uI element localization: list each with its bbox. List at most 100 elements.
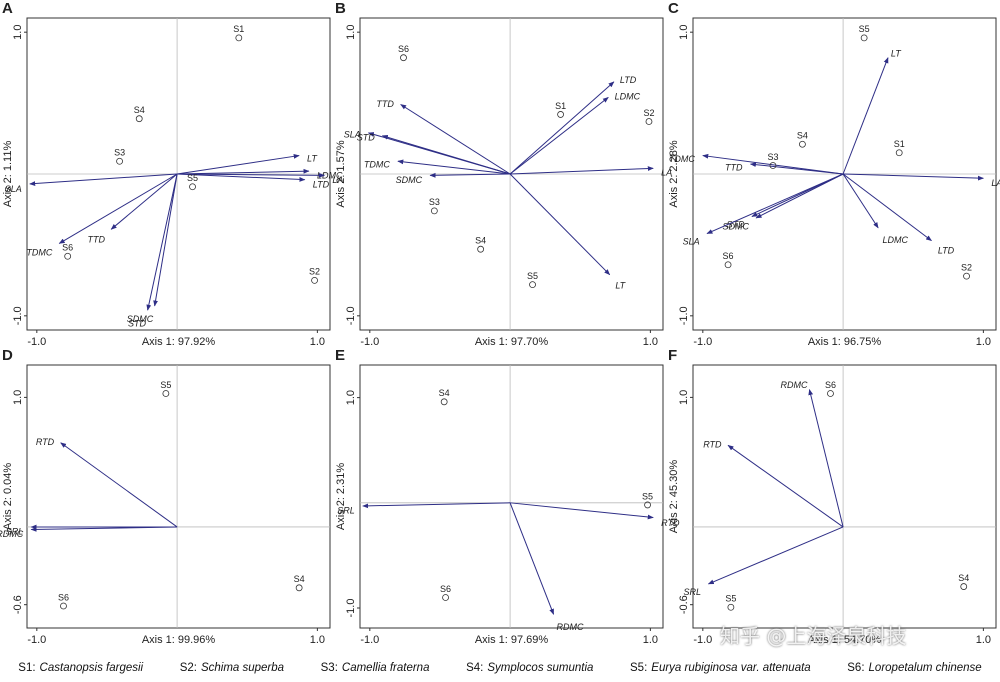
legend-item: S5: Eurya rubiginosa var. attenuata — [630, 662, 811, 674]
site-label: S6 — [58, 592, 69, 602]
vector-label: SRL — [684, 587, 702, 597]
vector-label: RTD — [36, 437, 55, 447]
site-point — [116, 157, 123, 165]
panel-label: C — [668, 0, 679, 17]
vector-label: SRL — [337, 506, 355, 516]
vector-label: LT — [615, 280, 626, 290]
site-label: S4 — [294, 574, 305, 584]
x-axis-label: Axis 1: 97.92% — [142, 336, 216, 348]
site-point — [557, 111, 564, 118]
site-label: S3 — [767, 152, 778, 162]
loading-arrow — [177, 173, 306, 182]
site-label: S6 — [398, 44, 409, 54]
chart: A Axis 1: 97.92% Axis 2: 1.11% -1.0 1.0 1.0 -1… — [0, 0, 1000, 646]
site-point — [799, 140, 806, 148]
site-label: S2 — [961, 262, 972, 272]
x-tick-label: 1.0 — [976, 336, 991, 348]
x-tick-label: -1.0 — [360, 336, 379, 348]
loading-arrow — [755, 173, 844, 219]
x-tick-label: 1.0 — [643, 634, 658, 646]
site-point — [645, 118, 653, 125]
vector-label: TDMC — [364, 160, 390, 170]
x-tick-label: 1.0 — [310, 634, 325, 646]
y-axis-label: Axis 2: 0.04% — [2, 463, 14, 530]
vector-label: SLA — [5, 184, 22, 194]
loading-arrow — [400, 104, 511, 175]
loading-arrow — [177, 168, 310, 175]
vector-label: RDMC — [556, 622, 583, 632]
vector-label: TTD — [88, 234, 106, 244]
legend-item: S6: Loropetalum chinense — [847, 662, 981, 674]
site-point — [60, 602, 67, 610]
loading-arrow — [29, 173, 178, 186]
site-point — [727, 603, 735, 611]
vector-label: LT — [307, 154, 318, 164]
vector-label: SDMC — [722, 221, 749, 231]
vector-label: STD — [128, 318, 147, 328]
x-tick-label: -1.0 — [360, 634, 379, 646]
loading-arrow — [749, 162, 844, 175]
site-label: S1 — [233, 24, 244, 34]
species-name: Loropetalum chinense — [868, 662, 982, 674]
loading-arrow — [509, 97, 609, 175]
loading-arrow — [727, 444, 844, 528]
y-tick-label: 1.0 — [678, 25, 690, 40]
site-label: S4 — [439, 388, 450, 398]
site-label: S1 — [894, 139, 905, 149]
site-label: S3 — [114, 148, 125, 158]
loading-arrow — [509, 81, 615, 175]
site-point — [64, 252, 72, 260]
y-tick-label: 1.0 — [678, 390, 690, 405]
loading-arrow — [842, 173, 932, 242]
site-point — [430, 207, 438, 215]
vector-label: RDMC — [781, 380, 808, 390]
vector-label: LA — [991, 178, 1000, 188]
vector-label: TDMC — [669, 154, 695, 164]
loading-arrow — [110, 173, 178, 230]
x-axis-label: Axis 1: 97.70% — [475, 336, 549, 348]
loading-arrow — [808, 389, 844, 528]
site-label: S4 — [475, 236, 486, 246]
y-tick-label: -1.0 — [345, 306, 357, 325]
x-tick-label: -1.0 — [27, 336, 46, 348]
site-label: S5 — [725, 594, 736, 604]
loading-arrow — [842, 57, 889, 175]
site-point — [960, 583, 968, 590]
site-point — [400, 54, 407, 62]
loading-arrow — [707, 526, 844, 585]
watermark: 知乎 @上海泽泉科技 — [720, 624, 907, 648]
vector-label: TTD — [725, 162, 743, 172]
site-point — [235, 34, 243, 42]
vector-label: LTD — [620, 75, 637, 85]
y-tick-label: -1.0 — [345, 599, 357, 618]
species-code: S1: — [18, 662, 36, 674]
y-tick-label: -0.6 — [678, 595, 690, 614]
loading-arrow — [362, 502, 511, 509]
plot-frame — [26, 364, 331, 629]
site-label: S5 — [160, 380, 171, 390]
site-label: S5 — [527, 271, 538, 281]
y-tick-label: 1.0 — [345, 25, 357, 40]
loading-arrow — [509, 502, 555, 615]
loading-arrow — [510, 166, 654, 175]
loading-arrow — [843, 173, 984, 181]
loading-arrow — [429, 172, 511, 178]
vector-label: LDMC — [317, 170, 343, 180]
loading-arrow — [510, 502, 654, 520]
site-point — [644, 501, 651, 509]
site-point — [311, 276, 318, 284]
site-label: S3 — [429, 197, 440, 207]
y-axis-label: Axis 2: 1.57% — [335, 140, 347, 207]
site-point — [442, 594, 449, 601]
vector-label: RTD — [661, 518, 680, 528]
x-axis-label: Axis 1: 54.70% — [808, 634, 882, 646]
loading-arrow — [177, 153, 300, 175]
site-point — [162, 390, 170, 397]
y-tick-label: -1.0 — [678, 306, 690, 325]
site-point — [769, 162, 777, 169]
loading-arrow — [58, 173, 178, 244]
site-label: S1 — [555, 101, 566, 111]
site-label: S4 — [134, 105, 145, 115]
loading-arrow — [842, 173, 879, 229]
